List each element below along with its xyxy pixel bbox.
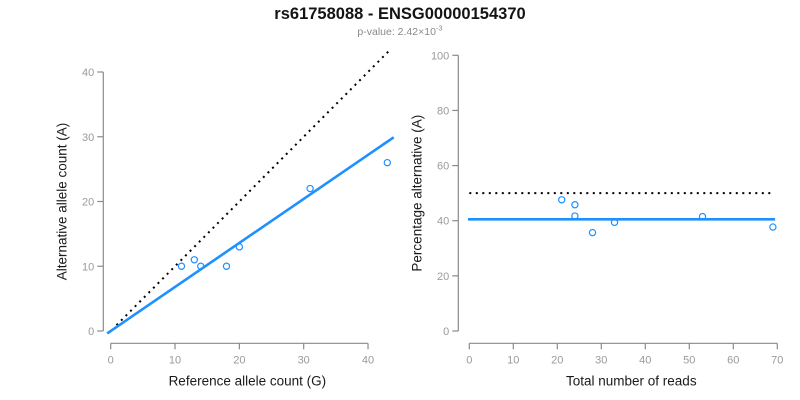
x-axis: 0 10 20 30 40 50 60 70 Total number of reads (466, 342, 783, 388)
x-tick-label: 0 (108, 354, 114, 366)
y-axis: 0 10 20 30 40 Alternative allele count (A) (54, 67, 104, 338)
figure-subtitle: p-value: 2.42×10-3 (0, 23, 800, 38)
figure-header: rs61758088 - ENSG00000154370 p-value: 2.… (0, 0, 800, 38)
figure-title: rs61758088 - ENSG00000154370 (274, 5, 526, 23)
x-tick-label: 40 (362, 354, 374, 366)
data-point (769, 223, 777, 231)
y-tick-label: 0 (88, 326, 94, 338)
x-tick-label: 20 (233, 354, 245, 366)
scatter-points (558, 196, 777, 237)
y-tick-label: 60 (437, 161, 449, 173)
y-tick-label: 20 (82, 197, 94, 209)
x-tick-label: 40 (639, 354, 651, 366)
data-point (383, 158, 392, 167)
y-axis: 0 20 40 60 80 100 Percentage alternative (A) (409, 50, 459, 338)
data-point (571, 212, 579, 220)
identity-line (115, 47, 392, 326)
y-axis-title: Percentage alternative (A) (409, 115, 424, 272)
pvalue-exponent: -3 (435, 23, 443, 33)
x-tick-label: 10 (169, 354, 181, 366)
x-tick-label: 30 (298, 354, 310, 366)
data-point (571, 201, 579, 209)
y-tick-label: 0 (443, 326, 449, 338)
y-tick-label: 20 (437, 271, 449, 283)
y-tick-label: 40 (82, 67, 94, 79)
data-point (588, 228, 597, 237)
x-tick-label: 70 (771, 354, 783, 366)
x-axis: 0 10 20 30 40 Reference allele count (G) (108, 342, 374, 388)
data-point (190, 256, 199, 264)
data-point (610, 218, 619, 227)
x-tick-label: 50 (683, 354, 695, 366)
scatter-points (177, 158, 392, 270)
panel-right: 0 20 40 60 80 100 Percentage alternative (A) 0 1… (409, 50, 783, 388)
x-tick-label: 30 (595, 354, 607, 366)
y-tick-label: 10 (82, 261, 94, 273)
y-tick-label: 80 (437, 105, 449, 117)
panel-left: 0 10 20 30 40 Alternative allele count (A) 0 10… (54, 47, 395, 388)
data-point (306, 184, 314, 193)
data-point (222, 262, 231, 270)
x-axis-title: Reference allele count (G) (169, 373, 327, 388)
x-tick-label: 60 (727, 354, 739, 366)
y-tick-label: 40 (437, 216, 449, 228)
fit-line (106, 136, 395, 335)
data-point (177, 262, 186, 270)
x-axis-title: Total number of reads (566, 373, 697, 388)
y-tick-label: 30 (82, 132, 94, 144)
data-point (558, 196, 566, 204)
data-point (698, 212, 707, 221)
x-tick-label: 10 (507, 354, 519, 366)
y-tick-label: 100 (431, 50, 449, 62)
data-point (235, 243, 244, 251)
data-point (197, 262, 205, 270)
x-tick-label: 0 (466, 354, 472, 366)
pvalue-text: p-value: 2.42×10 (357, 26, 436, 38)
y-axis-title: Alternative allele count (A) (54, 123, 69, 281)
x-tick-label: 20 (551, 354, 563, 366)
